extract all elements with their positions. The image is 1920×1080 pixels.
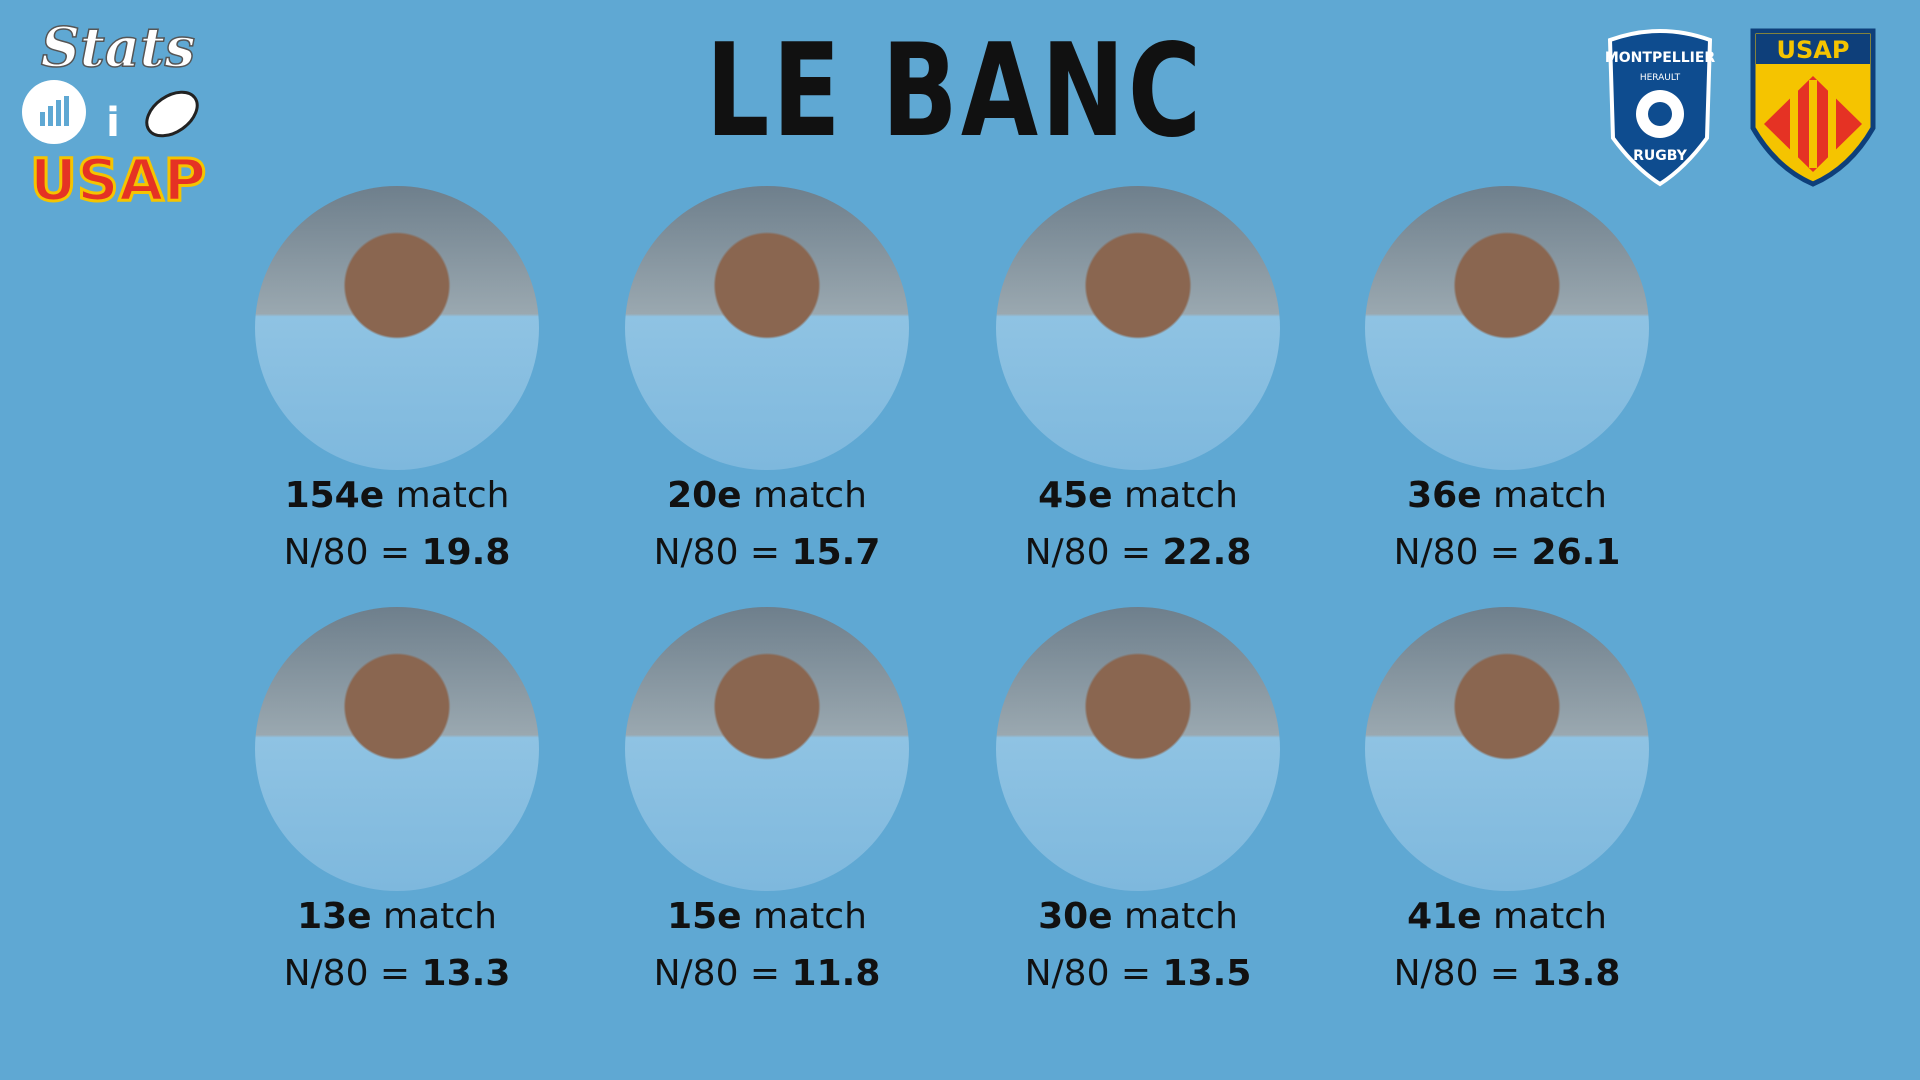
stat-line: N/80 = 22.8 xyxy=(938,532,1338,573)
brand-logo: Stats i USAP xyxy=(22,14,208,216)
stat-value: 13.5 xyxy=(1162,953,1252,994)
match-label: match xyxy=(395,475,510,516)
stat-label: N/80 = xyxy=(283,532,411,573)
stat-label: N/80 = xyxy=(653,953,781,994)
match-line: 154e match xyxy=(197,475,597,516)
match-label: match xyxy=(1124,475,1238,516)
club-logo-text: MONTPELLIER xyxy=(1605,50,1716,66)
club-logo: MONTPELLIER HERAULT RUGBY xyxy=(1605,29,1716,187)
match-label: match xyxy=(1124,896,1238,937)
match-label: match xyxy=(1493,475,1607,516)
stat-value: 19.8 xyxy=(421,532,511,573)
stat-line: N/80 = 13.5 xyxy=(938,953,1338,994)
stat-value: 26.1 xyxy=(1531,532,1621,573)
title: LE BANC xyxy=(705,17,1205,166)
match-number: 20e xyxy=(667,475,742,516)
match-number: 36e xyxy=(1407,475,1482,516)
match-label: match xyxy=(383,896,497,937)
stat-label: N/80 = xyxy=(1393,532,1521,573)
match-label: match xyxy=(753,896,867,937)
stat-value: 13.8 xyxy=(1531,953,1621,994)
brand-top: Stats xyxy=(41,15,195,79)
match-line: 45e match xyxy=(938,475,1338,516)
match-line: 36e match xyxy=(1307,475,1707,516)
club-logo-text: RUGBY xyxy=(1633,148,1688,164)
match-number: 45e xyxy=(1038,475,1113,516)
player-photo xyxy=(996,186,1280,470)
stat-label: N/80 = xyxy=(653,532,781,573)
match-line: 41e match xyxy=(1307,896,1707,937)
player-photo xyxy=(255,186,539,470)
match-number: 30e xyxy=(1038,896,1113,937)
match-line: 13e match xyxy=(197,896,597,937)
stat-value: 13.3 xyxy=(421,953,511,994)
player-photo xyxy=(625,607,909,891)
stat-line: N/80 = 19.8 xyxy=(197,532,597,573)
stat-label: N/80 = xyxy=(1393,953,1521,994)
player-photo xyxy=(996,607,1280,891)
brand-bottom: USAP xyxy=(30,146,206,214)
match-label: match xyxy=(1493,896,1607,937)
stat-value: 15.7 xyxy=(791,532,881,573)
stat-label: N/80 = xyxy=(1024,953,1152,994)
player-photo xyxy=(625,186,909,470)
stat-value: 22.8 xyxy=(1162,532,1252,573)
club-logo: USAP xyxy=(1750,28,1876,187)
player-photo xyxy=(1365,607,1649,891)
club-logo-text: HERAULT xyxy=(1640,73,1681,83)
match-number: 13e xyxy=(297,896,372,937)
match-label: match xyxy=(753,475,867,516)
player-photo xyxy=(255,607,539,891)
stat-label: N/80 = xyxy=(1024,532,1152,573)
player-photo xyxy=(1365,186,1649,470)
stat-line: N/80 = 13.8 xyxy=(1307,953,1707,994)
match-line: 20e match xyxy=(567,475,967,516)
club-logo-text: USAP xyxy=(1777,36,1850,64)
brand-middle: i xyxy=(106,100,120,146)
stat-line: N/80 = 11.8 xyxy=(567,953,967,994)
stat-value: 11.8 xyxy=(791,953,881,994)
match-number: 41e xyxy=(1407,896,1482,937)
match-number: 154e xyxy=(284,475,385,516)
match-line: 15e match xyxy=(567,896,967,937)
stat-line: N/80 = 26.1 xyxy=(1307,532,1707,573)
match-line: 30e match xyxy=(938,896,1338,937)
stat-line: N/80 = 15.7 xyxy=(567,532,967,573)
stat-line: N/80 = 13.3 xyxy=(197,953,597,994)
stat-label: N/80 = xyxy=(283,953,411,994)
match-number: 15e xyxy=(667,896,742,937)
